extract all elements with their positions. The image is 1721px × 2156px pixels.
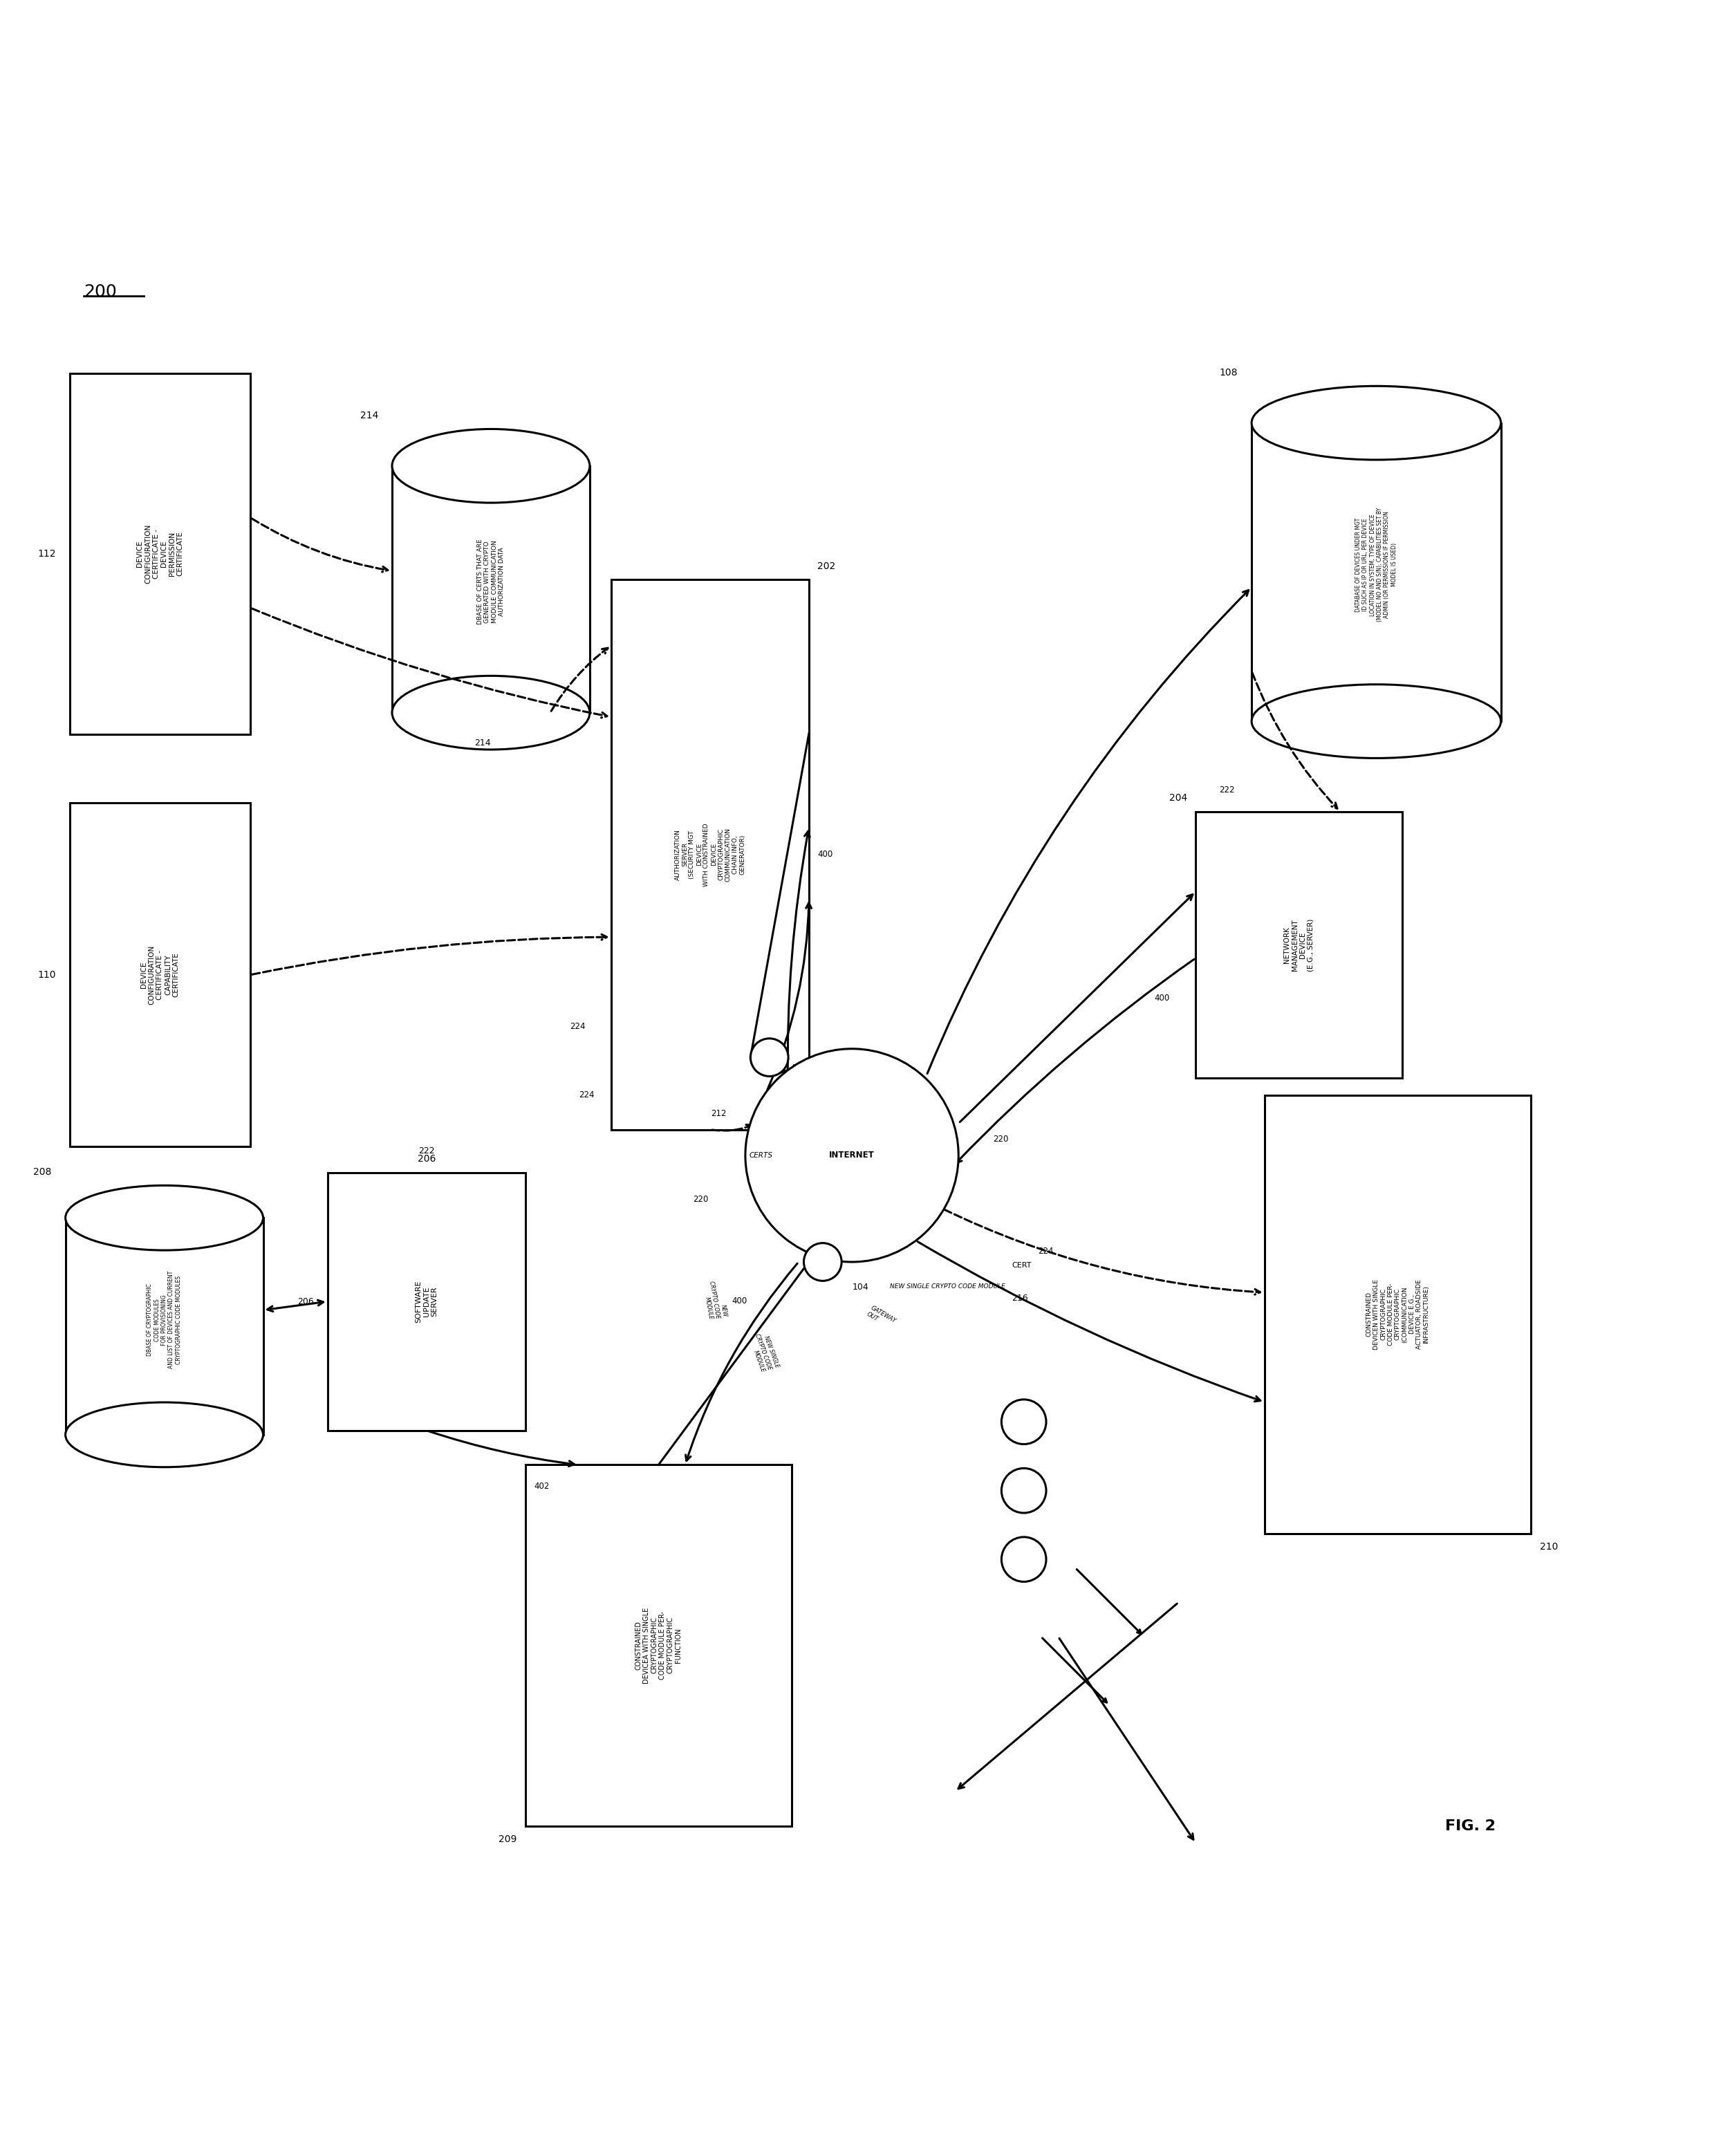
Text: 222: 222 [418,1147,435,1156]
Text: 208: 208 [33,1166,52,1177]
Text: 400: 400 [731,1296,747,1304]
Text: 104: 104 [852,1283,869,1291]
Text: 112: 112 [38,550,57,558]
Bar [1251,423,1501,722]
Text: 202: 202 [817,561,836,571]
FancyArrowPatch shape [823,1244,830,1257]
Text: 400: 400 [817,849,833,858]
Text: 110: 110 [38,970,57,979]
FancyArrowPatch shape [251,608,608,718]
Bar [71,802,250,1147]
Bar [327,1173,525,1429]
Text: 206: 206 [298,1298,313,1307]
Text: NETWORK
MANAGEMENT
DEVICE
(E.G., SERVER): NETWORK MANAGEMENT DEVICE (E.G., SERVER) [1284,918,1315,970]
Text: SOFTWARE
UPDATE
SERVER: SOFTWARE UPDATE SERVER [415,1281,437,1324]
Text: 108: 108 [1220,369,1237,377]
Text: 224: 224 [570,1022,585,1031]
Text: 224: 224 [1038,1246,1053,1255]
Ellipse shape [1251,683,1501,759]
FancyArrowPatch shape [788,832,811,1084]
Text: 400: 400 [1155,994,1170,1003]
Bar [611,580,809,1130]
FancyArrowPatch shape [429,1432,575,1466]
Text: CONSTRAINED
DEVICEA WITH SINGLE
CRYPTOGRAPHIC
CODE MODULE PER-
CRYPTOGRAPHIC
FUN: CONSTRAINED DEVICEA WITH SINGLE CRYPTOGR… [635,1606,682,1684]
Text: 200: 200 [84,285,117,300]
Ellipse shape [65,1186,263,1250]
Text: 214: 214 [473,740,490,748]
Text: 212: 212 [711,1108,726,1119]
Bar [1196,811,1403,1078]
Text: 210: 210 [1540,1542,1558,1552]
Bar [71,373,250,735]
FancyArrowPatch shape [685,1263,797,1462]
Text: CERT: CERT [1012,1261,1031,1270]
Text: DEVICE
CONFIGURATION
CERTIFICATE -
DEVICE
PERMISSION
CERTIFICATE: DEVICE CONFIGURATION CERTIFICATE - DEVIC… [136,524,184,584]
Text: 402: 402 [534,1481,549,1492]
Bar [392,466,590,714]
Text: 214: 214 [360,412,379,420]
Text: NEW SINGLE
CRYPTO CODE
MODULE: NEW SINGLE CRYPTO CODE MODULE [747,1330,780,1373]
Circle shape [745,1048,959,1261]
FancyArrowPatch shape [917,1242,1260,1401]
Ellipse shape [392,675,590,750]
Text: GATEWAY
OUT: GATEWAY OUT [866,1304,897,1330]
Text: 206: 206 [416,1153,435,1164]
Text: FIG. 2: FIG. 2 [1446,1820,1496,1833]
Ellipse shape [1251,386,1501,459]
Ellipse shape [65,1401,263,1466]
Text: 224: 224 [578,1091,594,1100]
FancyArrowPatch shape [957,959,1194,1162]
Text: DBASE OF CRYPTOGRAPHIC
CODE MODULES
FOR PROVISIONING
AND LIST OF DEVICES AND CUR: DBASE OF CRYPTOGRAPHIC CODE MODULES FOR … [146,1272,182,1369]
Text: CERTS: CERTS [749,1151,773,1158]
FancyArrowPatch shape [267,1300,324,1311]
Bar [1265,1095,1532,1533]
Text: NEW SINGLE CRYPTO CODE MODULE: NEW SINGLE CRYPTO CODE MODULE [890,1283,1005,1289]
Circle shape [750,1039,788,1076]
FancyArrowPatch shape [945,1210,1260,1294]
FancyArrowPatch shape [551,649,608,711]
Text: CONSTRAINED
DEVICEN WITH SINGLE
CRYPTOGRAPHIC
CODE MODULE PER-
CRYPTOGRAPHIC
(CO: CONSTRAINED DEVICEN WITH SINGLE CRYPTOGR… [1366,1279,1430,1350]
FancyArrowPatch shape [251,520,387,571]
Text: 204: 204 [1169,793,1187,802]
FancyArrowPatch shape [768,903,811,1089]
Ellipse shape [392,429,590,502]
Text: 222: 222 [1218,785,1234,793]
Text: INTERNET: INTERNET [830,1151,874,1160]
Text: 220: 220 [993,1134,1009,1145]
Text: DEVICE
CONFIGURATION
CERTIFICATE -
CAPABILITY
CERTIFICATE: DEVICE CONFIGURATION CERTIFICATE - CAPAB… [141,944,179,1005]
Text: DBASE OF CERTS THAT ARE
GENERATED WITH CRYPTO
MODULE COMMUNICATION
AUTHORIZATION: DBASE OF CERTS THAT ARE GENERATED WITH C… [477,539,504,625]
Text: 209: 209 [499,1835,516,1843]
Text: NEW
CRYPTO CODE
MODULE: NEW CRYPTO CODE MODULE [700,1279,728,1319]
FancyArrowPatch shape [960,895,1193,1121]
Text: AUTHORIZATION
SERVER
(SECURITY MGT
DEVICE
WITH CONSTRAINED
DEVICE
CRYPTOGRAPHIC
: AUTHORIZATION SERVER (SECURITY MGT DEVIC… [675,824,745,886]
FancyArrowPatch shape [251,934,608,975]
Circle shape [804,1244,842,1281]
FancyArrowPatch shape [928,591,1248,1074]
FancyArrowPatch shape [712,1125,752,1130]
FancyArrowPatch shape [1058,1639,1193,1839]
Bar [65,1218,263,1434]
Bar [525,1464,792,1826]
FancyArrowPatch shape [771,1065,800,1076]
Text: DATABASE OF DEVICES UNDER MGT
ID SUCH AS IP OR URL, PER DEVICE
LOCATION IN SYSTE: DATABASE OF DEVICES UNDER MGT ID SUCH AS… [1354,507,1397,621]
FancyArrowPatch shape [1253,673,1337,808]
FancyArrowPatch shape [959,1604,1177,1789]
Text: 220: 220 [694,1194,709,1203]
Text: 216: 216 [1012,1294,1027,1302]
